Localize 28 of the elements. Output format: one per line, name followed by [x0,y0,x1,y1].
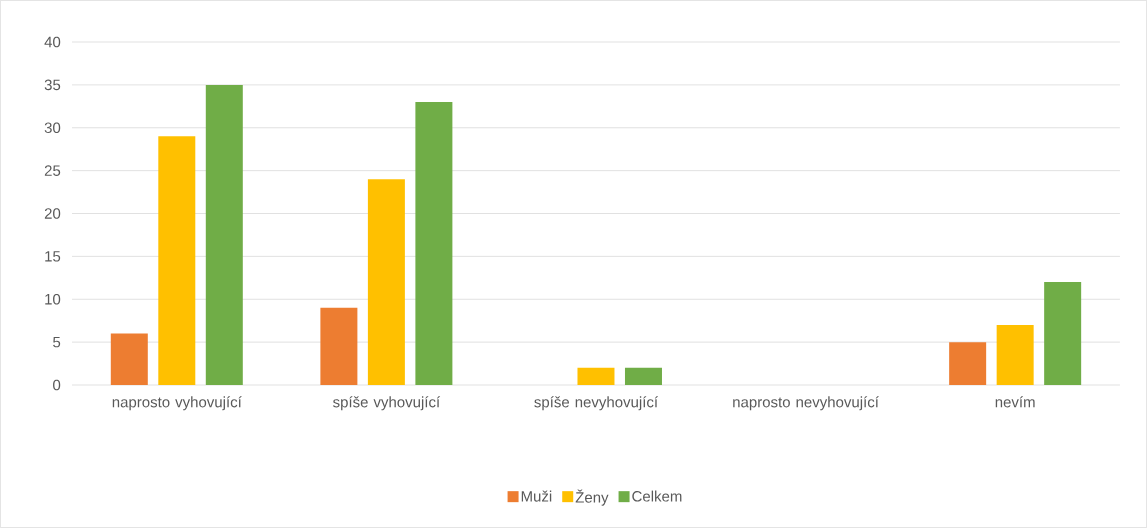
x-tick-label: nevím [995,396,1035,408]
y-tick-label: 0 [53,379,61,391]
bar [205,84,243,385]
bar [367,179,405,385]
legend-label: Muži [521,490,552,502]
bar [320,307,358,385]
y-tick-label: 15 [45,251,61,262]
bar [996,324,1034,385]
bar [949,342,987,385]
legend-label: Ženy [575,489,609,506]
bar [1044,282,1082,385]
y-tick-label: 30 [44,122,61,134]
bar [624,367,662,385]
legend-label: Celkem [632,490,682,502]
y-tick-label: 25 [44,165,61,176]
bar [577,367,615,385]
y-tick-label: 40 [44,36,61,48]
x-tick-label: naprosto vyhovující [112,396,242,411]
x-tick-label: naprosto nevyhovující [733,396,879,411]
bar [110,333,148,385]
y-tick-label: 5 [53,336,61,348]
bar [158,136,196,385]
y-tick-label: 20 [44,208,61,219]
x-tick-label: spíše vyhovující [333,396,441,411]
y-tick-label: 10 [45,293,61,305]
bar [415,102,453,385]
x-tick-label: spíše nevyhovující [534,396,659,411]
y-tick-label: 35 [44,79,61,91]
